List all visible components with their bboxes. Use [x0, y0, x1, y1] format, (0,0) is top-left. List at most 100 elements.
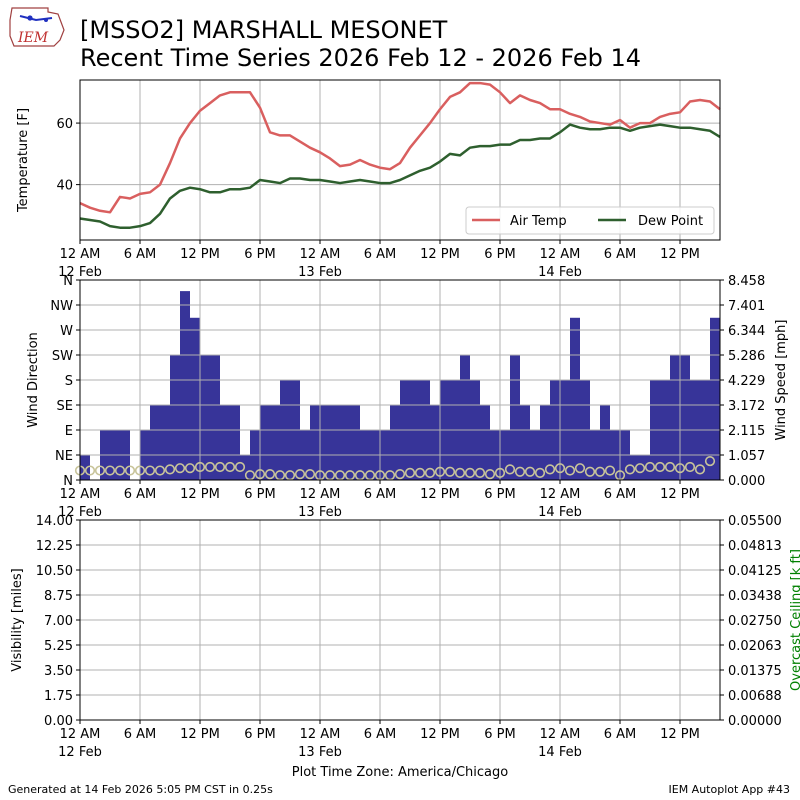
x-date-label: 13 Feb [298, 505, 342, 520]
wind-direction-bar [270, 405, 280, 480]
wind-speed-marker [394, 468, 406, 480]
ceiling-tick-label: 0.04125 [728, 564, 782, 579]
speed-tick-label: 4.229 [728, 374, 765, 389]
x-date-label: 12 Feb [58, 265, 102, 280]
wind-speed-marker [534, 467, 546, 479]
x-tick-label: 12 AM [60, 487, 101, 502]
wind-direction-bar [220, 405, 230, 480]
x-tick-label: 12 PM [420, 487, 460, 502]
direction-tick-label: N [63, 474, 73, 489]
direction-tick-label: NE [55, 449, 73, 464]
wind-speed-marker [504, 464, 516, 475]
wind-direction-bar [340, 405, 350, 480]
wind-direction-bar [180, 291, 190, 480]
wind-speed-marker [564, 465, 576, 476]
visibility-tick-label: 5.25 [44, 639, 73, 654]
wind-speed-marker [494, 467, 506, 479]
wind-direction-bar [260, 405, 270, 480]
wind-speed-marker [414, 467, 426, 479]
direction-tick-label: SW [52, 349, 73, 364]
wind-speed-marker [664, 461, 676, 473]
visibility-axis-label: Visibility [miles] [10, 568, 25, 671]
wind-speed-marker [264, 468, 276, 480]
wind-speed-marker [204, 461, 216, 473]
ceiling-tick-label: 0.00000 [728, 714, 782, 729]
wind-speed-marker [444, 466, 456, 477]
wind-speed-marker [124, 465, 136, 476]
wind-direction-bar [210, 355, 220, 480]
x-tick-label: 12 PM [420, 247, 460, 262]
x-date-label: 13 Feb [298, 745, 342, 760]
visibility-tick-label: 10.50 [36, 564, 73, 579]
direction-tick-label: W [60, 324, 73, 339]
y-tick-label: 40 [56, 179, 73, 194]
wind-speed-marker [474, 467, 486, 479]
page-title-line1: [MSSO2] MARSHALL MESONET [80, 16, 448, 44]
wind-panel: 12 AM 6 AM 12 PM 6 PM 12 AM 6 AM 12 PM 6 PM 12 A… [26, 274, 789, 520]
direction-tick-label: S [65, 374, 73, 389]
x-tick-label: 12 PM [660, 487, 700, 502]
wind-speed-marker [224, 461, 236, 473]
wind-speed-marker [464, 467, 476, 479]
wind-speed-marker [404, 467, 416, 479]
x-tick-label: 12 AM [300, 487, 341, 502]
wind-direction-bar [190, 317, 200, 480]
x-tick-label: 6 PM [244, 727, 275, 742]
wind-speed-marker [524, 466, 536, 477]
ceiling-tick-label: 0.02063 [728, 639, 782, 654]
dew-point-line [79, 123, 721, 229]
speed-tick-label: 6.344 [728, 324, 765, 339]
wind-direction-bar [710, 317, 720, 480]
x-tick-label: 6 AM [364, 727, 397, 742]
wind-direction-bar [350, 405, 360, 480]
speed-tick-label: 0.000 [728, 474, 765, 489]
wind-direction-bar [230, 405, 240, 480]
wind-direction-bar [680, 355, 690, 480]
x-tick-label: 6 PM [244, 487, 275, 502]
wind-speed-marker [154, 465, 166, 476]
x-date-label: 12 Feb [58, 745, 102, 760]
direction-tick-label: E [65, 424, 73, 439]
wind-direction-bar [80, 455, 90, 480]
wind-direction-bar [390, 405, 400, 480]
wind-speed-marker [604, 465, 616, 476]
ceiling-tick-label: 0.00688 [728, 689, 782, 704]
x-tick-label: 6 PM [484, 727, 515, 742]
wind-direction-bar [520, 405, 530, 480]
x-date-label: 13 Feb [298, 265, 342, 280]
wind-speed-marker [144, 465, 156, 476]
ceiling-tick-label: 0.04813 [728, 539, 782, 554]
x-tick-label: 6 PM [484, 487, 515, 502]
wind-speed-marker [234, 461, 246, 473]
ceiling-tick-label: 0.02750 [728, 614, 782, 629]
wind-direction-bar [540, 405, 550, 480]
visibility-tick-label: 1.75 [44, 689, 73, 704]
wind-direction-bar [510, 355, 520, 480]
wind-direction-bar [330, 405, 340, 480]
x-date-label: 14 Feb [538, 505, 582, 520]
x-tick-label: 12 AM [60, 727, 101, 742]
page-title-line2: Recent Time Series 2026 Feb 12 - 2026 Fe… [80, 44, 642, 72]
x-tick-label: 12 PM [180, 727, 220, 742]
wind-direction-bar [150, 405, 160, 480]
x-tick-label: 12 PM [660, 727, 700, 742]
speed-tick-label: 1.057 [728, 449, 765, 464]
x-tick-label: 12 AM [60, 247, 101, 262]
ceiling-tick-label: 0.05500 [728, 514, 782, 529]
y-tick-label: 60 [56, 117, 73, 132]
x-tick-label: 6 AM [604, 247, 637, 262]
wind-speed-marker [674, 463, 686, 474]
wind-speed-marker [434, 466, 446, 477]
wind-speed-marker [514, 466, 526, 477]
wind-speed-marker [584, 466, 596, 477]
wind-speed-marker [254, 468, 266, 480]
wind-direction-bar [430, 405, 440, 480]
direction-tick-label: NW [50, 299, 73, 314]
x-tick-label: 12 AM [540, 487, 581, 502]
x-axis-label: Plot Time Zone: America/Chicago [292, 765, 508, 780]
wind-speed-marker [294, 468, 306, 480]
ceiling-axis-label: Overcast Ceiling [k ft] [789, 549, 800, 691]
wind-speed-marker [454, 467, 466, 479]
wind-speed-marker [634, 463, 646, 474]
